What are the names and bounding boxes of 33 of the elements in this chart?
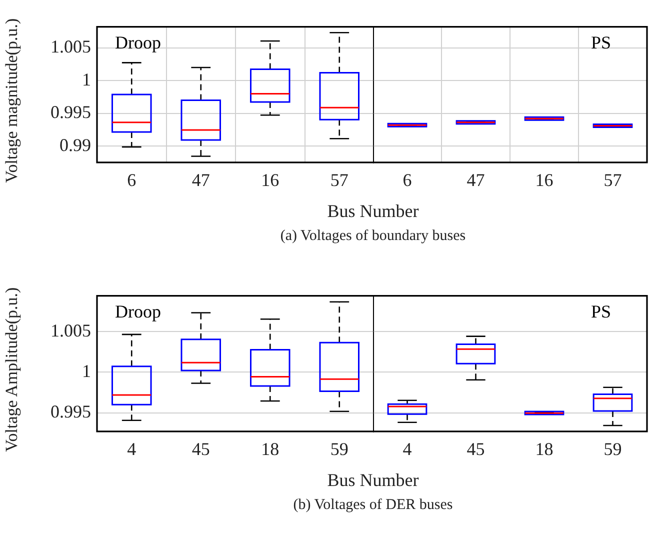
x-tick-label: 47 [466,170,485,190]
annotation: Droop [115,302,161,322]
y-tick-label: 1 [82,360,91,381]
y-tick-label: 1 [82,69,91,90]
x-tick-label: 16 [535,170,554,190]
y-tick-label: 0.995 [50,401,91,422]
x-tick-label: 45 [466,438,485,459]
x-tick-label: 4 [127,438,136,459]
x-tick-label: 6 [402,170,412,190]
x-tick-label: 45 [192,438,210,459]
y-axis-title: Voltage magnitude(p.u.) [2,18,21,183]
x-tick-label: 18 [261,438,280,459]
x-tick-label: 57 [604,170,622,190]
annotation: PS [590,302,611,322]
y-tick-label: 1.005 [50,320,91,340]
x-tick-label: 57 [330,170,348,190]
x-tick-label: 47 [192,170,210,190]
x-tick-label: 18 [535,438,554,459]
x-tick-label: 59 [604,438,622,459]
x-tick-label: 6 [127,170,136,190]
annotation: Droop [115,32,161,53]
y-tick-label: 0.99 [60,134,91,155]
x-axis-title: Bus Number [326,201,420,222]
x-axis-title: Bus Number [326,470,420,491]
annotation: PS [590,32,611,53]
x-tick-label: 16 [261,170,280,190]
text: (a) Voltages of boundary buses [279,228,467,245]
x-tick-label: 4 [402,438,412,459]
y-tick-label: 0.995 [50,102,91,122]
y-axis-title: Voltage Amplitude(p.u.) [2,287,21,452]
x-tick-label: 59 [330,438,348,459]
y-tick-label: 1.005 [50,36,91,57]
text: (b) Voltages of DER buses [292,497,454,514]
